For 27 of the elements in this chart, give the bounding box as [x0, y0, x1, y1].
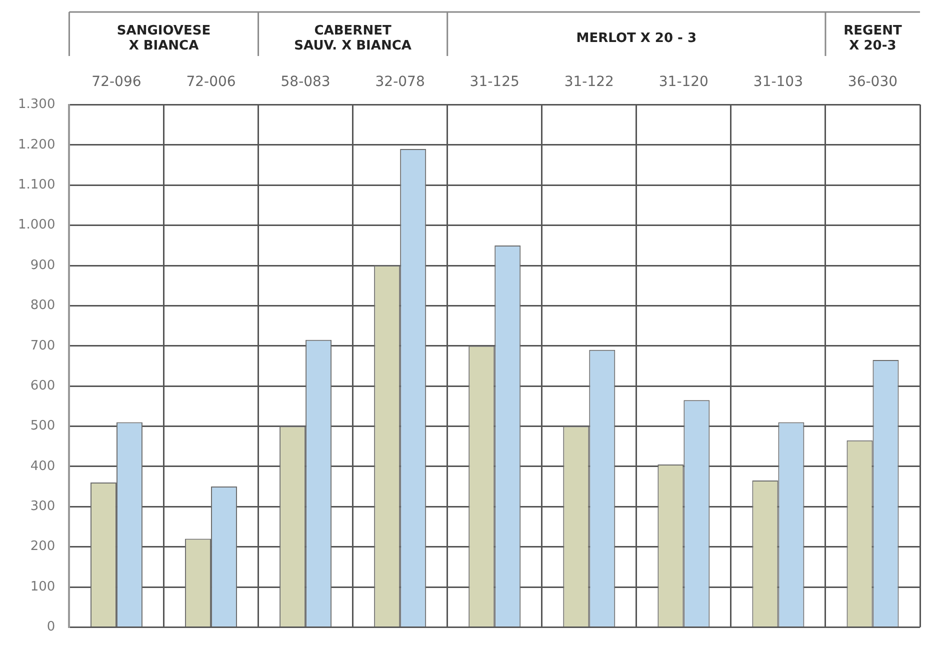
x-tick-label: 72-006 [186, 74, 236, 90]
y-tick-label: 1.200 [18, 137, 56, 152]
y-tick-label: 700 [30, 338, 56, 354]
y-tick-label: 200 [30, 539, 56, 554]
y-tick-label: 1.100 [18, 178, 56, 193]
text: MERLOT X 20 - 3 [576, 31, 697, 46]
text: SANGIOVESE X BIANCA [116, 24, 211, 54]
y-tick-label: 1.000 [18, 218, 56, 233]
x-tick-label: 32-078 [375, 74, 425, 90]
y-tick-label: 300 [30, 499, 56, 514]
x-tick-label: 31-125 [470, 74, 520, 90]
y-tick-label: 600 [30, 378, 56, 394]
x-tick-label: 58-083 [280, 74, 330, 90]
x-tick-label: 72-096 [92, 74, 142, 90]
y-tick-label: 400 [30, 458, 56, 474]
x-tick-label: 31-122 [564, 74, 614, 90]
x-tick-label: 36-030 [848, 74, 898, 90]
x-tick-label: 31-103 [753, 74, 803, 90]
y-tick-label: 100 [30, 579, 56, 594]
x-tick-label: 31-120 [658, 74, 708, 90]
y-tick-label: 0 [46, 620, 56, 635]
y-tick-label: 500 [30, 418, 56, 434]
y-tick-label: 800 [30, 298, 56, 314]
text: REGENT X 20-3 [844, 24, 902, 54]
text: CABERNET SAUV. X BIANCA [294, 24, 412, 54]
y-tick-label: 1.300 [18, 97, 56, 112]
y-tick-label: 900 [30, 258, 56, 273]
